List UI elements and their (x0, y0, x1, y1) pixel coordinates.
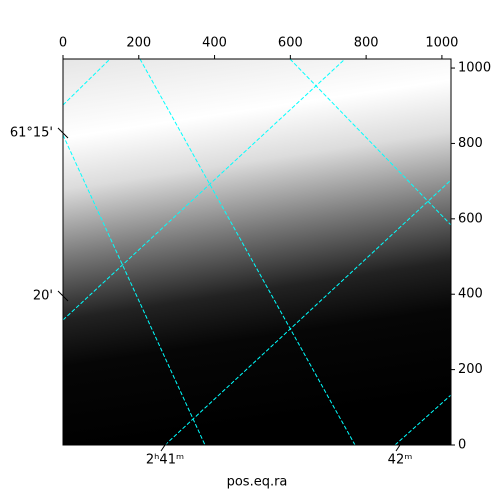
grid-line (63, 134, 206, 445)
coordinate-grid (63, 59, 451, 445)
y-tick-label: 0 (458, 438, 466, 453)
ra-tick-label: 2ʰ41ᵐ (146, 453, 184, 468)
y-tick-label: 600 (458, 211, 483, 226)
x-tick-label: 600 (278, 36, 303, 51)
x-tick-label: 800 (354, 36, 379, 51)
y-tick-label: 400 (458, 287, 483, 302)
grid-line (164, 179, 451, 445)
x-axis-label: pos.eq.ra (227, 475, 288, 490)
x-tick-label: 0 (59, 36, 67, 51)
grid-line (63, 59, 346, 321)
ra-tick (395, 438, 405, 452)
dec-tick-label: 61°15' (10, 126, 53, 141)
y-tick-label: 1000 (458, 61, 491, 76)
x-tick-label: 1000 (425, 36, 458, 51)
y-tick-label: 800 (458, 136, 483, 151)
dec-tick-label: 20' (33, 289, 53, 304)
ra-tick (160, 438, 170, 452)
grid-line (139, 59, 356, 445)
grid-line (289, 59, 451, 226)
grid-line (63, 59, 111, 106)
dec-tick (57, 127, 69, 139)
x-tick-label: 400 (202, 36, 227, 51)
grid-line (394, 394, 451, 445)
y-tick-label: 200 (458, 362, 483, 377)
x-tick-label: 200 (126, 36, 151, 51)
image (63, 59, 451, 445)
frame (62, 58, 452, 446)
ra-tick-label: 42ᵐ (388, 453, 413, 468)
dec-tick (57, 290, 69, 302)
